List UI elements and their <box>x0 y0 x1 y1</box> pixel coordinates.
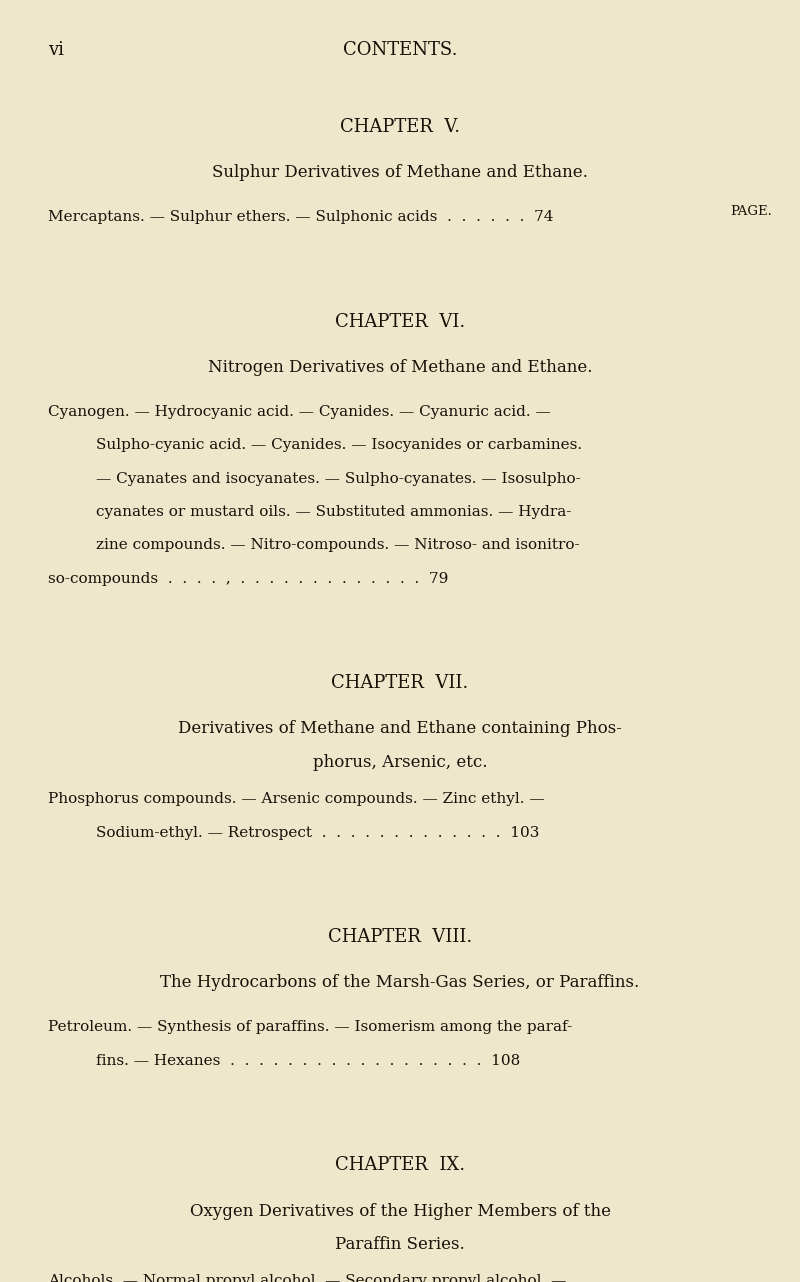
Text: CHAPTER  VIII.: CHAPTER VIII. <box>328 928 472 946</box>
Text: PAGE.: PAGE. <box>730 205 772 218</box>
Text: Oxygen Derivatives of the Higher Members of the: Oxygen Derivatives of the Higher Members… <box>190 1203 610 1219</box>
Text: Mercaptans. — Sulphur ethers. — Sulphonic acids  .  .  .  .  .  .  74: Mercaptans. — Sulphur ethers. — Sulphoni… <box>48 210 554 224</box>
Text: CHAPTER  VII.: CHAPTER VII. <box>331 674 469 692</box>
Text: vi: vi <box>48 41 64 59</box>
Text: CONTENTS.: CONTENTS. <box>342 41 458 59</box>
Text: Sodium-ethyl. — Retrospect  .  .  .  .  .  .  .  .  .  .  .  .  .  103: Sodium-ethyl. — Retrospect . . . . . . .… <box>96 826 539 840</box>
Text: Sulphur Derivatives of Methane and Ethane.: Sulphur Derivatives of Methane and Ethan… <box>212 164 588 181</box>
Text: fins. — Hexanes  .  .  .  .  .  .  .  .  .  .  .  .  .  .  .  .  .  .  108: fins. — Hexanes . . . . . . . . . . . . … <box>96 1054 520 1068</box>
Text: Petroleum. — Synthesis of paraffins. — Isomerism among the paraf-: Petroleum. — Synthesis of paraffins. — I… <box>48 1020 572 1035</box>
Text: The Hydrocarbons of the Marsh-Gas Series, or Paraffins.: The Hydrocarbons of the Marsh-Gas Series… <box>160 974 640 991</box>
Text: cyanates or mustard oils. — Substituted ammonias. — Hydra-: cyanates or mustard oils. — Substituted … <box>96 505 571 519</box>
Text: — Cyanates and isocyanates. — Sulpho-cyanates. — Isosulpho-: — Cyanates and isocyanates. — Sulpho-cya… <box>96 472 581 486</box>
Text: CHAPTER  V.: CHAPTER V. <box>340 118 460 136</box>
Text: zine compounds. — Nitro-compounds. — Nitroso- and isonitro-: zine compounds. — Nitro-compounds. — Nit… <box>96 538 580 553</box>
Text: phorus, Arsenic, etc.: phorus, Arsenic, etc. <box>313 754 487 770</box>
Text: Alcohols. — Normal propyl alcohol. — Secondary propyl alcohol. —: Alcohols. — Normal propyl alcohol. — Sec… <box>48 1274 566 1282</box>
Text: Phosphorus compounds. — Arsenic compounds. — Zinc ethyl. —: Phosphorus compounds. — Arsenic compound… <box>48 792 545 806</box>
Text: so-compounds  .  .  .  .  ,  .  .  .  .  .  .  .  .  .  .  .  .  .  79: so-compounds . . . . , . . . . . . . . .… <box>48 572 448 586</box>
Text: Cyanogen. — Hydrocyanic acid. — Cyanides. — Cyanuric acid. —: Cyanogen. — Hydrocyanic acid. — Cyanides… <box>48 405 550 419</box>
Text: Derivatives of Methane and Ethane containing Phos-: Derivatives of Methane and Ethane contai… <box>178 720 622 737</box>
Text: CHAPTER  VI.: CHAPTER VI. <box>335 313 465 331</box>
Text: Sulpho-cyanic acid. — Cyanides. — Isocyanides or carbamines.: Sulpho-cyanic acid. — Cyanides. — Isocya… <box>96 438 582 453</box>
Text: Paraffin Series.: Paraffin Series. <box>335 1236 465 1253</box>
Text: Nitrogen Derivatives of Methane and Ethane.: Nitrogen Derivatives of Methane and Etha… <box>208 359 592 376</box>
Text: CHAPTER  IX.: CHAPTER IX. <box>335 1156 465 1174</box>
